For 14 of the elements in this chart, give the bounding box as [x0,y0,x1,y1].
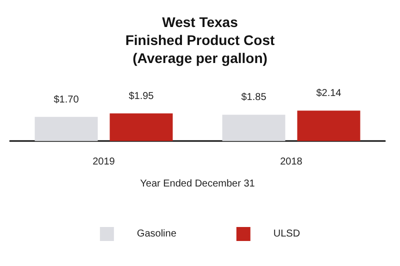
bar [297,110,360,141]
x-axis-title: Year Ended December 31 [140,178,256,190]
data-label: $1.70 [54,94,80,106]
data-label: $1.85 [241,92,267,104]
legend-label: Gasoline [136,228,177,240]
x-tick-label: 2019 [92,156,116,168]
x-tick-label: 2018 [280,156,303,168]
legend-label: ULSD [273,228,300,240]
data-label: $1.95 [128,90,154,102]
bar [222,114,286,141]
bar [34,116,98,141]
chart-title: West Texas Finished Product Cost (Average per gallon) [125,14,276,66]
bar [110,113,173,141]
data-label: $2.14 [316,88,342,100]
